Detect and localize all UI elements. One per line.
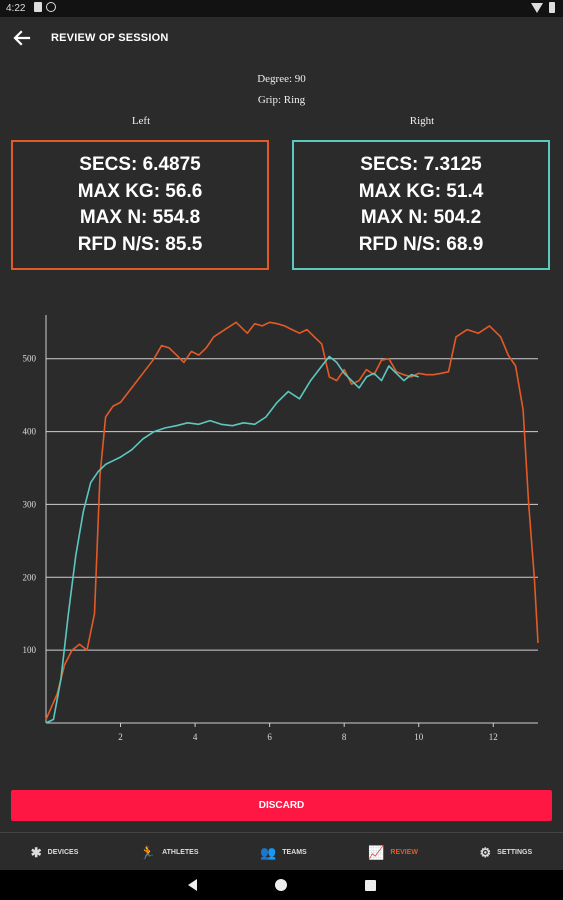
x-tick-label: 2 [118,732,123,742]
x-tick-label: 6 [267,732,272,742]
x-tick-label: 8 [342,732,347,742]
system-home-icon[interactable] [274,879,287,891]
left-max-n: MAX N: 554.8 [79,207,201,228]
y-tick-label: 300 [23,499,37,509]
right-hand-label: Right [409,115,435,127]
status-time: 4:22 [6,3,26,14]
system-nav-bar [0,870,563,900]
right-max-kg: MAX KG: 51.4 [358,180,484,202]
degree-label: Degree: 90 [257,73,306,85]
system-recents-icon[interactable] [364,879,376,891]
nav-item-athletes[interactable]: 🏃 ATHLETES [132,840,207,865]
system-status-icons [531,2,555,13]
nav-item-label: REVIEW [390,848,419,856]
nav-item-label: SETTINGS [497,848,533,856]
chart-line-icon: 📈 [368,844,385,860]
wifi-icon [531,2,543,13]
sync-icon [46,2,56,12]
nav-item-teams[interactable]: 👥 TEAMS [252,840,315,865]
nav-item-review[interactable]: 📈 REVIEW [360,840,426,865]
right-secs: SECS: 7.3125 [360,154,482,175]
left-stats-card: SECS: 6.4875 MAX KG: 56.6 MAX N: 554.8 R… [11,140,269,270]
right-force-line [45,355,419,724]
nav-item-label: DEVICES [47,848,79,856]
page-title: REVIEW OP SESSION [51,32,169,44]
app-bar: REVIEW OP SESSION [0,17,563,59]
left-max-kg: MAX KG: 56.6 [77,180,203,202]
nav-item-devices[interactable]: ✱ DEVICES [23,840,87,865]
nav-item-label: TEAMS [282,848,307,856]
grip-label: Grip: Ring [257,94,306,106]
discard-button[interactable]: DISCARD [11,790,552,821]
x-tick-label: 10 [414,732,424,742]
right-rfd: RFD N/S: 68.9 [358,233,484,255]
left-hand-label: Left [131,115,151,127]
group-icon: 👥 [260,844,277,860]
left-secs: SECS: 6.4875 [79,154,201,175]
arrow-left-icon[interactable] [12,28,32,48]
x-tick-label: 4 [193,732,198,742]
y-tick-label: 200 [23,572,37,582]
y-tick-label: 100 [23,645,37,655]
x-tick-label: 12 [489,732,498,742]
system-back-icon[interactable] [187,879,197,891]
sd-card-icon [34,2,42,12]
status-bar: 4:22 [0,0,563,17]
right-max-n: MAX N: 504.2 [360,207,482,228]
notification-icons [34,2,56,12]
gears-icon: ⚙ [479,844,492,860]
y-tick-label: 400 [23,427,37,437]
right-stats-card: SECS: 7.3125 MAX KG: 51.4 MAX N: 504.2 R… [292,140,550,270]
battery-icon [549,2,555,13]
nav-item-label: ATHLETES [162,848,199,856]
y-tick-label: 500 [23,354,37,364]
running-person-icon: 🏃 [139,844,157,860]
left-rfd: RFD N/S: 85.5 [77,233,203,255]
nav-item-settings[interactable]: ⚙ SETTINGS [472,840,541,865]
left-force-line [45,321,539,720]
bottom-nav: ✱ DEVICES 🏃 ATHLETES 👥 TEAMS 📈 REVIEW ⚙ SETTINGS [0,832,563,871]
force-time-chart: 100 200 300 400 500 2 4 6 8 10 12 [23,315,539,742]
bluetooth-icon: ✱ [30,844,42,860]
